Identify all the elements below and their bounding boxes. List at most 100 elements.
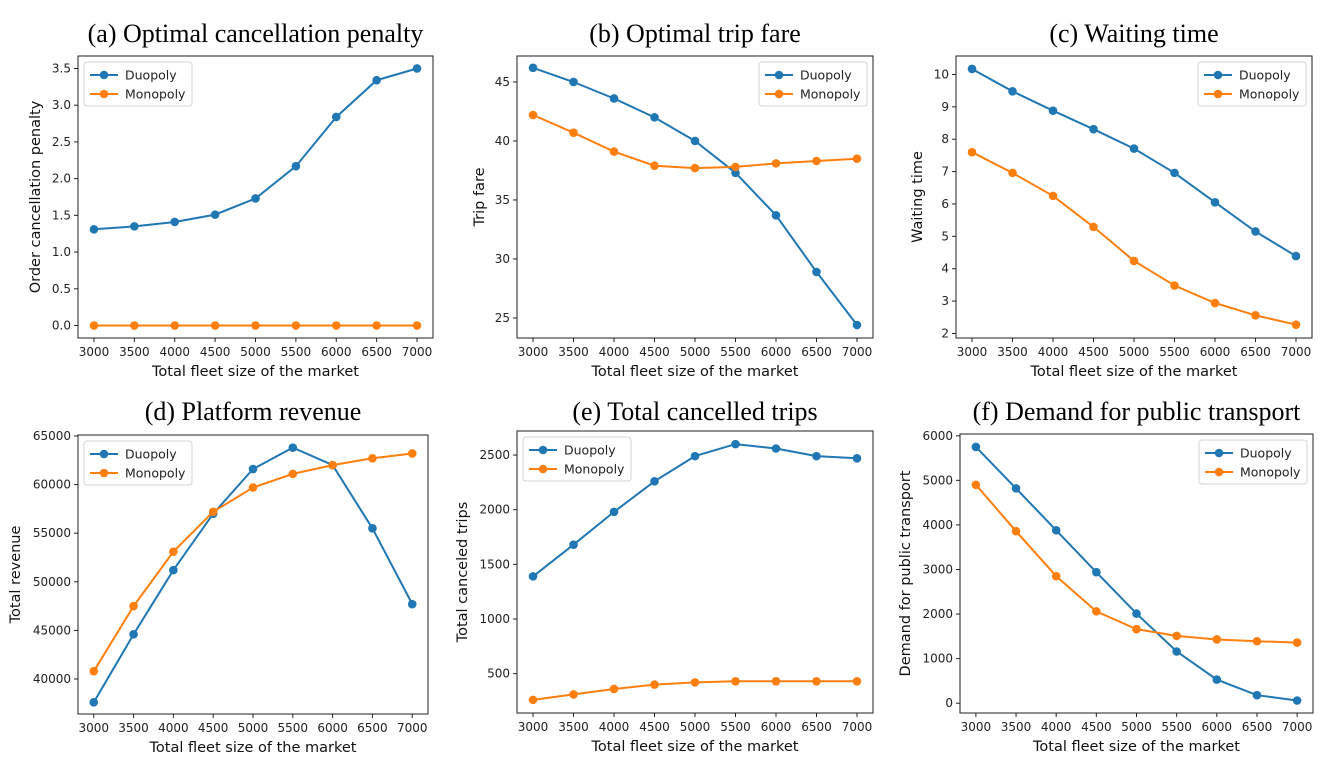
data-point-monopoly [1051, 571, 1061, 581]
data-point-monopoly [412, 321, 422, 330]
x-tick-label: 5000 [238, 721, 269, 735]
legend-marker-monopoly [99, 468, 109, 478]
legend-marker-monopoly [538, 464, 548, 474]
y-tick-label: 35 [495, 193, 510, 207]
data-point-duopoly [690, 451, 700, 461]
data-point-duopoly [412, 64, 422, 73]
x-tick-label: 3500 [1001, 720, 1032, 734]
x-tick-label: 3500 [558, 720, 589, 734]
series-line-monopoly [975, 484, 1298, 644]
legend-label-monopoly: Monopoly [125, 87, 186, 102]
data-point-monopoly [407, 449, 417, 458]
legend-label-duopoly: Duopoly [125, 447, 177, 462]
chart-title: (d) Platform revenue [145, 397, 362, 426]
x-tick-label: 5000 [1119, 345, 1150, 359]
x-tick-label: 6000 [761, 345, 792, 359]
x-tick-label: 4500 [198, 721, 229, 735]
y-tick-label: 6 [941, 197, 949, 211]
data-point-monopoly [129, 601, 138, 611]
data-point-duopoly [1210, 198, 1220, 207]
y-tick-label: 0.0 [52, 319, 71, 333]
data-point-monopoly [609, 684, 619, 694]
x-tick-label: 4000 [158, 721, 189, 735]
legend-label-monopoly: Monopoly [564, 462, 625, 477]
data-point-duopoly [331, 112, 341, 122]
legend: Duopoly Monopoly [83, 440, 193, 486]
y-axis-label: Order cancellation penalty [28, 100, 44, 293]
data-point-duopoly [569, 77, 578, 87]
data-point-duopoly [650, 113, 659, 122]
legend-marker-monopoly [1214, 467, 1224, 477]
y-tick-label: 60000 [33, 478, 71, 492]
data-point-monopoly [812, 677, 821, 686]
data-point-duopoly [528, 63, 538, 73]
y-tick-label: 3.0 [52, 98, 71, 112]
x-tick-label: 4500 [639, 345, 670, 359]
data-point-monopoly [650, 680, 659, 689]
x-tick-label: 3000 [961, 720, 992, 734]
chart-title: (e) Total cancelled trips [572, 397, 817, 426]
chart-panel-b: (b) Optimal trip fare 3000 3500 4000 4500 500… [472, 19, 874, 380]
data-point-monopoly [771, 677, 781, 686]
legend-label-monopoly: Monopoly [800, 87, 861, 102]
chart-title: (f) Demand for public transport [973, 397, 1302, 426]
x-tick-label: 5000 [1121, 720, 1152, 734]
data-point-duopoly [291, 161, 301, 171]
legend-label-duopoly: Duopoly [800, 68, 852, 83]
data-point-monopoly [1129, 256, 1139, 266]
y-tick-label: 5 [941, 229, 949, 243]
x-tick-label: 3000 [518, 345, 549, 359]
data-point-monopoly [1252, 636, 1262, 646]
data-point-monopoly [328, 460, 337, 470]
x-tick-label: 3500 [558, 345, 589, 359]
data-point-monopoly [89, 321, 99, 330]
y-tick-label: 50000 [33, 575, 71, 589]
y-tick-label: 1000 [479, 612, 510, 626]
x-tick-label: 3000 [79, 345, 110, 359]
y-tick-label: 30 [495, 252, 510, 266]
legend-marker-duopoly [774, 70, 784, 80]
data-point-duopoly [372, 75, 381, 85]
x-tick-label: 4500 [200, 345, 231, 359]
chart-panel-e: (e) Total cancelled trips 3000 3500 4000 450… [455, 397, 874, 755]
data-point-monopoly [1132, 624, 1141, 634]
data-point-duopoly [852, 320, 862, 330]
data-point-monopoly [170, 321, 180, 330]
y-tick-label: 1000 [922, 652, 953, 666]
data-point-duopoly [210, 210, 220, 219]
data-point-duopoly [288, 443, 298, 452]
chart-title: (c) Waiting time [1049, 19, 1218, 48]
data-point-duopoly [852, 454, 862, 463]
data-point-duopoly [1132, 609, 1141, 618]
data-point-monopoly [1212, 635, 1222, 644]
y-tick-label: 1500 [479, 557, 510, 571]
data-point-monopoly [650, 161, 659, 171]
legend-label-monopoly: Monopoly [1240, 465, 1301, 480]
data-point-monopoly [169, 547, 178, 556]
y-axis-label: Total canceled trips [455, 502, 471, 644]
data-point-duopoly [368, 524, 377, 533]
data-point-monopoly [852, 677, 862, 686]
chart-panel-d: (d) Platform revenue 3000 3500 4000 4500 5000… [8, 397, 429, 756]
y-axis-label: Total revenue [8, 526, 24, 625]
data-point-duopoly [1051, 525, 1061, 535]
y-tick-label: 7 [941, 165, 949, 179]
data-point-duopoly [771, 444, 781, 453]
x-tick-label: 4500 [1078, 345, 1109, 359]
data-point-monopoly [1251, 311, 1260, 320]
legend-label-duopoly: Duopoly [1239, 68, 1291, 83]
legend: Duopoly Monopoly [522, 436, 632, 482]
data-point-monopoly [971, 480, 981, 490]
legend-label-monopoly: Monopoly [125, 466, 186, 481]
legend-marker-duopoly [99, 449, 109, 459]
data-point-duopoly [1089, 124, 1098, 134]
y-tick-label: 5000 [922, 473, 953, 487]
x-axis-label: Total fleet size of the market [591, 739, 799, 755]
y-tick-label: 3 [941, 294, 949, 308]
legend: Duopoly Monopoly [758, 61, 868, 107]
data-point-monopoly [208, 507, 218, 517]
data-point-monopoly [1048, 191, 1058, 201]
legend-marker-monopoly [99, 89, 109, 99]
x-tick-label: 6000 [1200, 345, 1231, 359]
data-point-duopoly [130, 222, 139, 231]
